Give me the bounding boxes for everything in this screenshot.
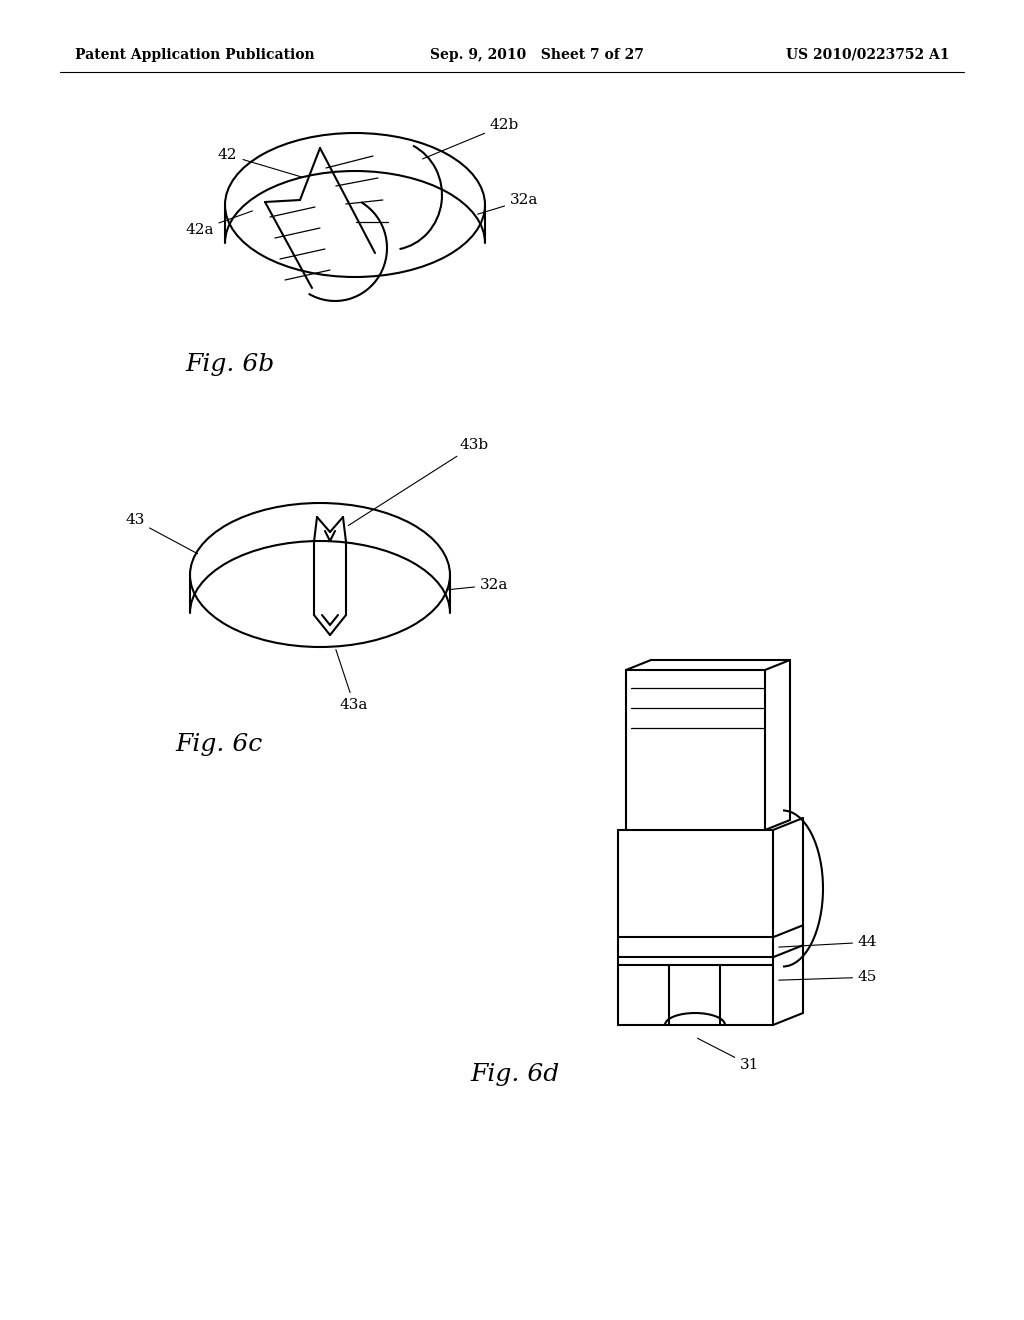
Text: US 2010/0223752 A1: US 2010/0223752 A1 bbox=[786, 48, 950, 62]
Text: 32a: 32a bbox=[447, 578, 508, 591]
Text: Fig. 6d: Fig. 6d bbox=[470, 1064, 559, 1086]
Text: 32a: 32a bbox=[477, 193, 539, 214]
Text: 43a: 43a bbox=[336, 649, 369, 711]
Text: Patent Application Publication: Patent Application Publication bbox=[75, 48, 314, 62]
Text: 44: 44 bbox=[779, 936, 878, 949]
Text: 43: 43 bbox=[125, 513, 198, 553]
Text: Sep. 9, 2010   Sheet 7 of 27: Sep. 9, 2010 Sheet 7 of 27 bbox=[430, 48, 644, 62]
Text: 42b: 42b bbox=[423, 117, 519, 158]
Text: 42: 42 bbox=[218, 148, 302, 177]
Text: 42a: 42a bbox=[185, 211, 252, 238]
Text: Fig. 6b: Fig. 6b bbox=[185, 354, 274, 376]
Text: Fig. 6c: Fig. 6c bbox=[175, 734, 262, 756]
Text: 45: 45 bbox=[779, 970, 878, 985]
Text: 31: 31 bbox=[697, 1039, 760, 1072]
Text: 43b: 43b bbox=[348, 438, 489, 525]
